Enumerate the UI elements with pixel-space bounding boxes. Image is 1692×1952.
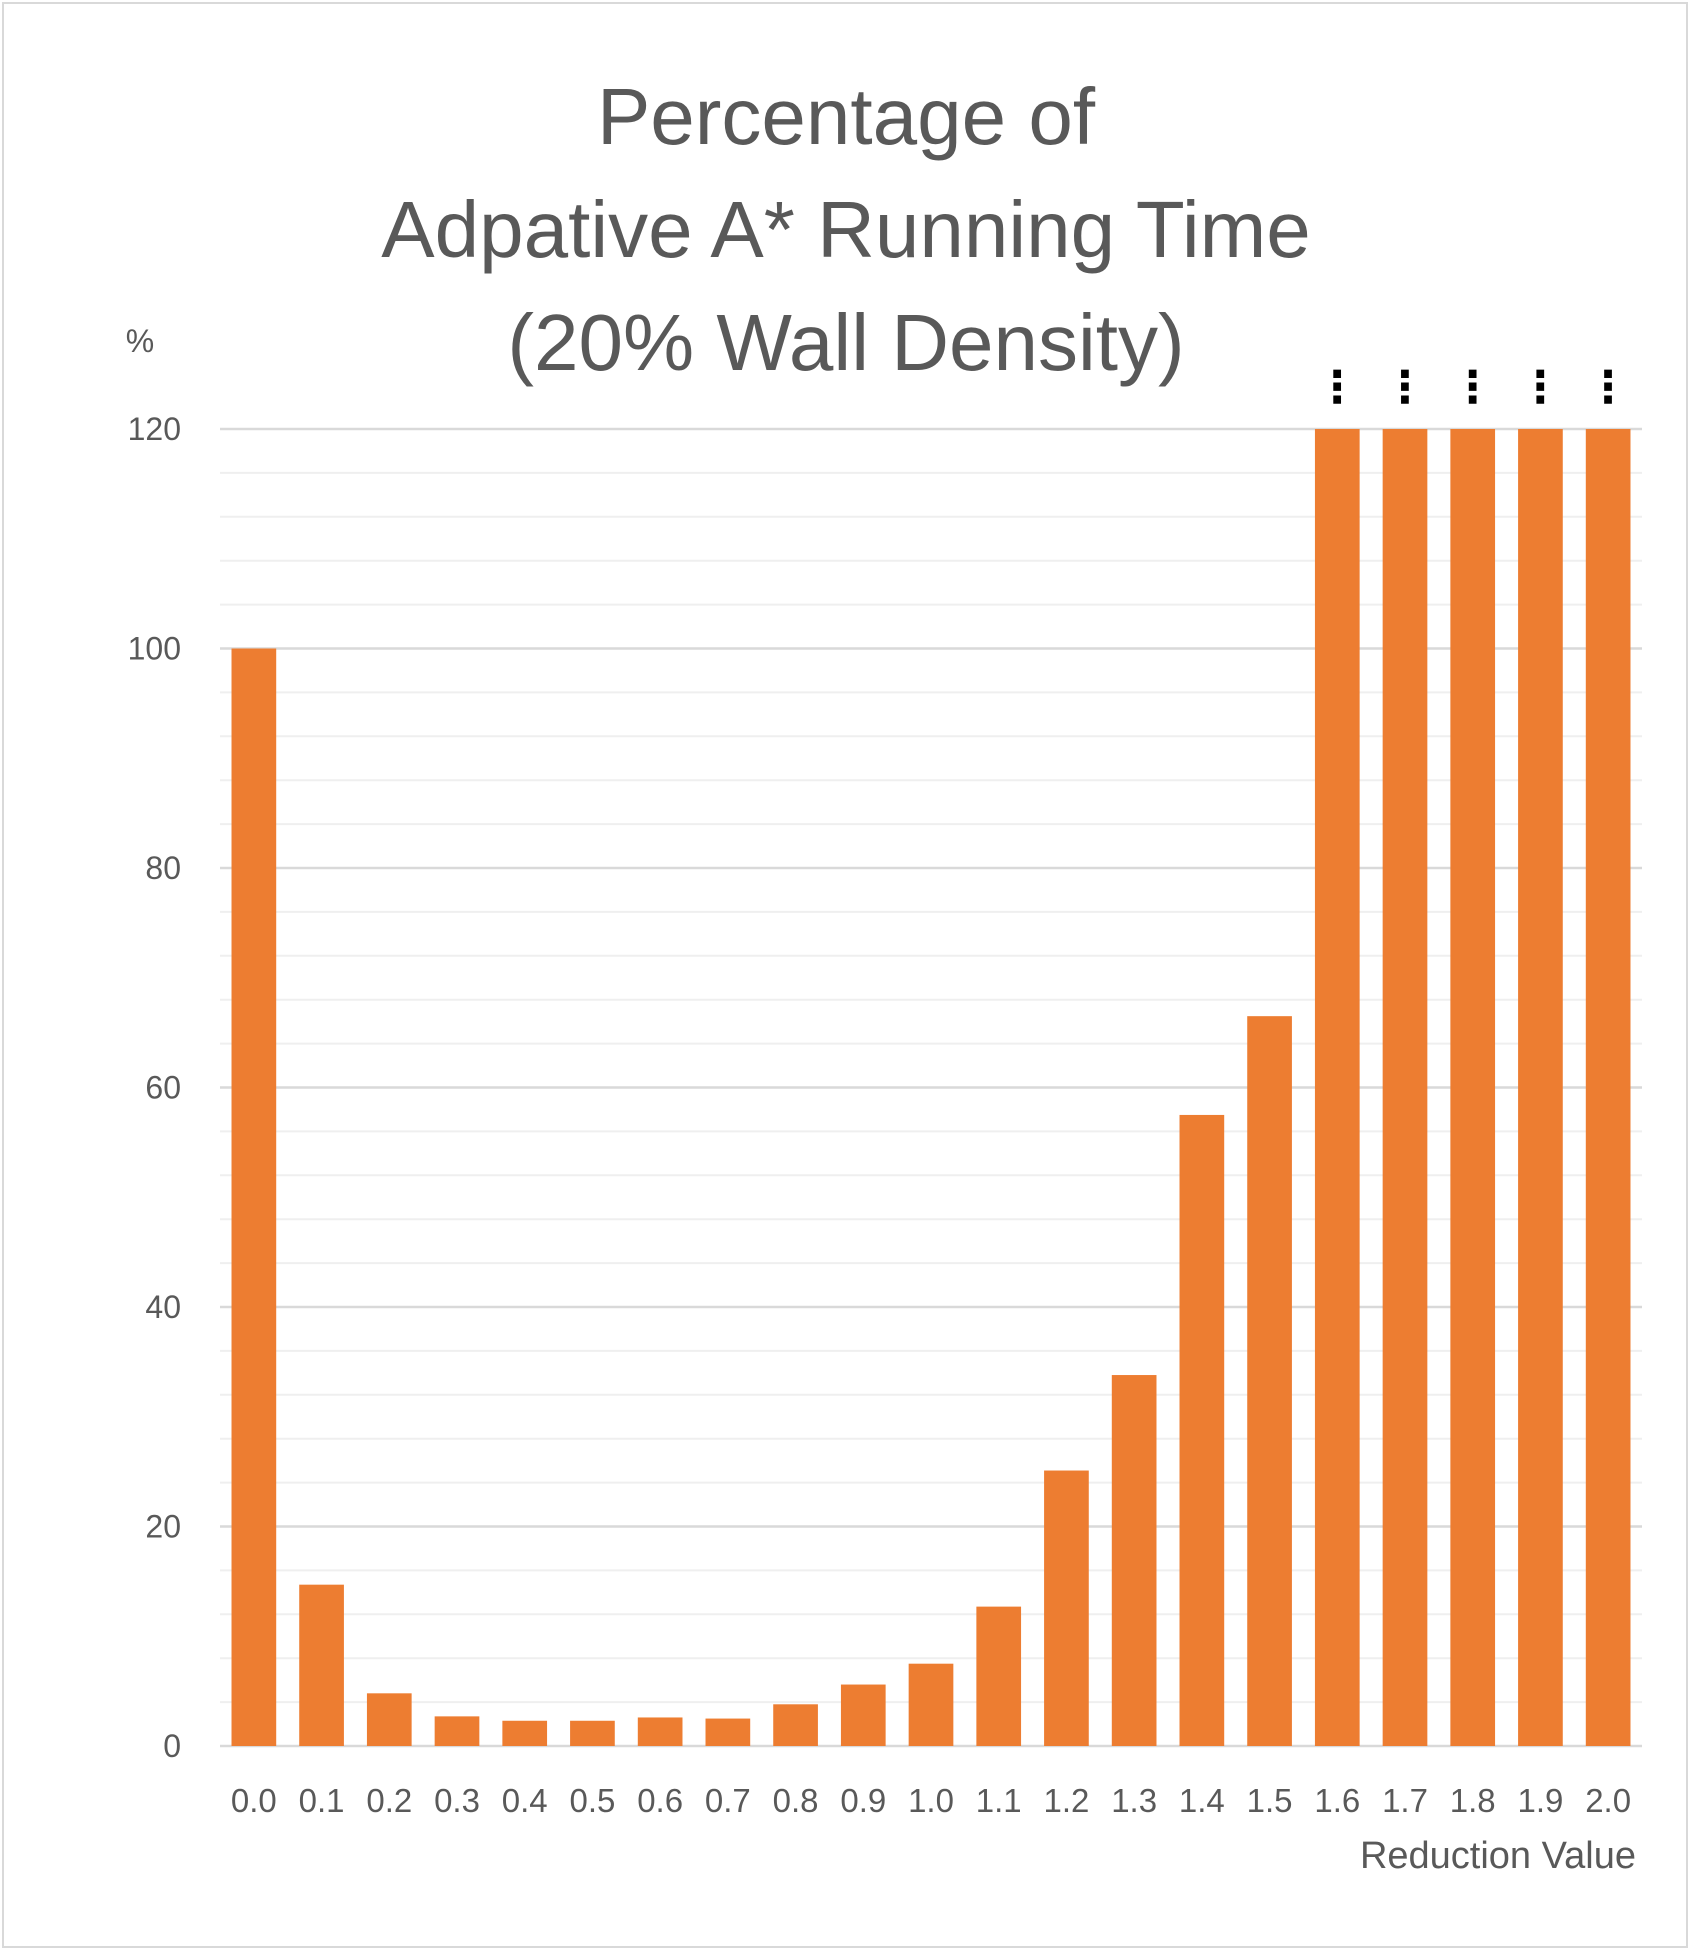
bar-1.5	[1247, 1016, 1292, 1746]
x-tick-label: 1.0	[908, 1782, 954, 1819]
x-tick-label: 0.6	[637, 1782, 683, 1819]
bar-0.9	[840, 1684, 886, 1746]
bar-2.0	[1585, 429, 1631, 1746]
x-axis-label: Reduction Value	[1360, 1835, 1636, 1877]
x-tick-label: 1.2	[1043, 1782, 1089, 1819]
x-tick-label: 0.7	[705, 1782, 751, 1819]
y-tick-label: 120	[128, 411, 181, 447]
bar-1.3	[1111, 1375, 1157, 1746]
bar-0.3	[434, 1716, 480, 1746]
bar-0.0	[231, 648, 277, 1746]
x-tick-label: 0.2	[366, 1782, 412, 1819]
bar-1.6	[1314, 429, 1360, 1746]
gridlines	[220, 427, 1642, 1748]
x-tick-label: 0.3	[434, 1782, 480, 1819]
truncation-marker: ⋮	[1451, 363, 1495, 412]
chart-title: Percentage of Adpative A* Running Time (…	[0, 60, 1692, 399]
y-axis-label: %	[126, 323, 154, 359]
chart-title-line-2: Adpative A* Running Time	[381, 185, 1311, 274]
chart-title-line-1: Percentage of	[596, 72, 1096, 161]
x-tick-label: 1.5	[1247, 1782, 1293, 1819]
bar-1.7	[1382, 429, 1428, 1746]
bar-1.2	[1044, 1470, 1089, 1746]
bar-0.5	[570, 1720, 615, 1746]
bar-0.1	[299, 1584, 344, 1746]
bar-0.7	[705, 1718, 751, 1746]
bar-1.1	[976, 1606, 1022, 1746]
x-tick-label: 0.1	[299, 1782, 345, 1819]
x-tick-label: 1.9	[1517, 1782, 1563, 1819]
truncation-markers: ⋮ ⋮ ⋮ ⋮ ⋮	[1315, 363, 1630, 412]
x-tick-label: 1.4	[1179, 1782, 1225, 1819]
x-tick-label: 1.6	[1314, 1782, 1360, 1819]
x-tick-label: 1.8	[1450, 1782, 1496, 1819]
chart-title-line-3: (20% Wall Density)	[507, 298, 1185, 387]
y-tick-labels: 0 20 40 60 80 100 120	[128, 411, 181, 1764]
bar-1.0	[908, 1663, 954, 1746]
y-tick-label: 60	[145, 1070, 181, 1106]
y-tick-label: 40	[145, 1289, 181, 1325]
bar-1.8	[1450, 429, 1496, 1746]
bar-0.6	[637, 1717, 683, 1746]
x-tick-label: 2.0	[1585, 1782, 1631, 1819]
y-tick-label: 0	[163, 1728, 181, 1764]
x-tick-labels: 0.0 0.1 0.2 0.3 0.4 0.5 0.6 0.7 0.8 0.9 1.0 1.1 1.2 1…	[231, 1782, 1631, 1819]
x-tick-label: 1.3	[1111, 1782, 1157, 1819]
y-tick-label: 100	[128, 631, 181, 667]
truncation-marker: ⋮	[1518, 363, 1562, 412]
truncation-marker: ⋮	[1383, 363, 1427, 412]
bar-1.9	[1518, 429, 1563, 1746]
truncation-marker: ⋮	[1315, 363, 1359, 412]
x-tick-label: 1.7	[1382, 1782, 1428, 1819]
y-tick-label: 20	[145, 1509, 181, 1545]
y-tick-label: 80	[145, 850, 181, 886]
bar-0.2	[366, 1693, 412, 1746]
bar-1.4	[1179, 1114, 1225, 1746]
x-tick-label: 0.8	[773, 1782, 819, 1819]
x-tick-label: 0.4	[502, 1782, 548, 1819]
x-tick-label: 0.9	[840, 1782, 886, 1819]
bar-0.4	[502, 1720, 548, 1746]
bars	[231, 429, 1631, 1746]
x-tick-label: 0.0	[231, 1782, 277, 1819]
truncation-marker: ⋮	[1586, 363, 1630, 412]
x-tick-label: 1.1	[976, 1782, 1022, 1819]
bar-0.8	[773, 1704, 818, 1746]
x-tick-label: 0.5	[569, 1782, 615, 1819]
